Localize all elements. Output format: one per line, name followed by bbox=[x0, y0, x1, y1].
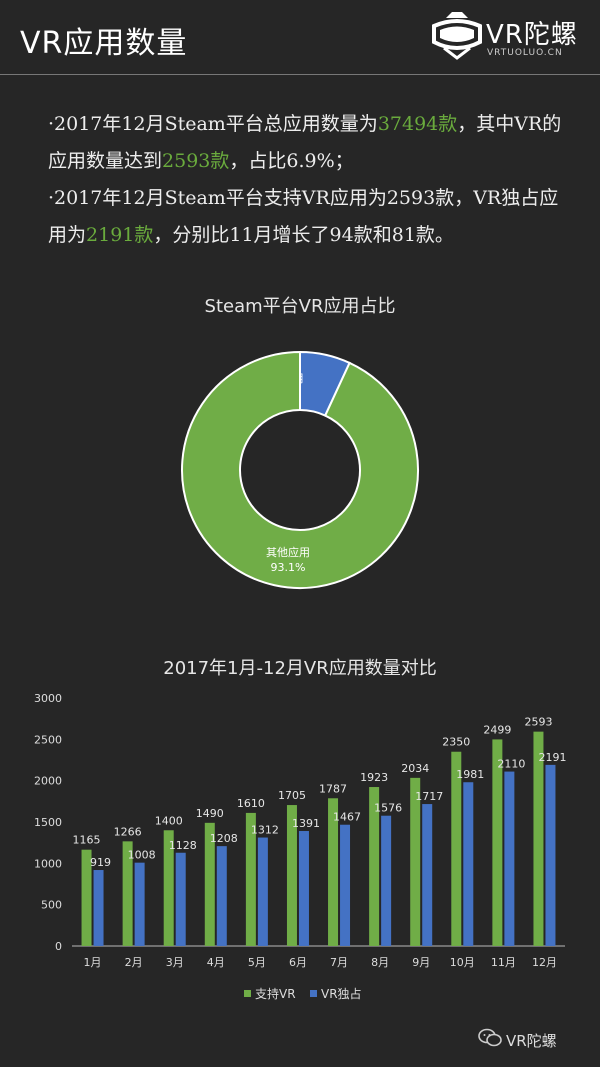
bar-chart-title: 2017年1月-12月VR应用数量对比 bbox=[163, 658, 437, 679]
bar-vr-exclusive bbox=[93, 870, 104, 946]
bar-vr-exclusive bbox=[257, 837, 268, 946]
intro-text-segment: ·2017年12月Steam平台支持VR应用为2593款，VR独占应用为 bbox=[48, 187, 559, 246]
intro-paragraph-2: ·2017年12月Steam平台支持VR应用为2593款，VR独占应用为2191… bbox=[48, 180, 568, 254]
logo-subtext: VRTUOLUO.CN bbox=[487, 48, 563, 58]
data-label: 1400 bbox=[155, 814, 183, 827]
x-tick-label: 3月 bbox=[166, 956, 184, 969]
data-label: 2593 bbox=[524, 716, 552, 729]
donut-slice-name: 其他应用 bbox=[266, 545, 310, 559]
bar-vr-exclusive bbox=[381, 815, 392, 946]
data-label: 1467 bbox=[333, 811, 361, 824]
x-tick-label: 11月 bbox=[491, 956, 516, 969]
data-label: 1610 bbox=[237, 797, 265, 810]
y-tick-label: 2500 bbox=[34, 733, 62, 746]
data-label: 1208 bbox=[210, 832, 238, 845]
x-tick-label: 8月 bbox=[371, 956, 389, 969]
data-label: 1787 bbox=[319, 782, 347, 795]
x-tick-label: 1月 bbox=[84, 956, 102, 969]
x-tick-label: 9月 bbox=[412, 956, 430, 969]
x-tick-label: 2月 bbox=[125, 956, 143, 969]
data-label: 1490 bbox=[196, 807, 224, 820]
bar-vr-exclusive bbox=[504, 771, 515, 946]
legend-label: VR独占 bbox=[321, 986, 362, 1001]
intro-text-segment: ，占比6.9%； bbox=[229, 150, 354, 172]
page-title: VR应用数量 bbox=[20, 26, 188, 61]
bar-support-vr bbox=[286, 805, 297, 946]
highlight-number: 2191款 bbox=[86, 224, 154, 246]
bar-support-vr bbox=[410, 777, 421, 946]
y-tick-label: 500 bbox=[41, 899, 62, 912]
highlight-number: 37494款 bbox=[377, 113, 458, 135]
bar-support-vr bbox=[492, 739, 503, 946]
bar-support-vr bbox=[533, 731, 544, 946]
x-tick-label: 6月 bbox=[289, 956, 307, 969]
bar-support-vr bbox=[122, 841, 133, 946]
legend-label: 支持VR bbox=[255, 986, 296, 1001]
x-tick-label: 7月 bbox=[330, 956, 348, 969]
intro-text-segment: ，其中VR的应用数量达到 bbox=[48, 113, 562, 172]
bar-chart: 0 500 1000 1500 2000 2500 3000 1165 919 1月 1266 100… bbox=[34, 692, 566, 1001]
x-tick-label: 5月 bbox=[248, 956, 266, 969]
legend-swatch bbox=[244, 990, 251, 997]
bar-vr-exclusive bbox=[422, 804, 433, 946]
logo-text: VR陀螺 bbox=[486, 20, 578, 50]
bar-vr-exclusive bbox=[463, 782, 474, 946]
wechat-icon bbox=[478, 1028, 502, 1047]
data-label: 2191 bbox=[538, 751, 566, 764]
logo: VR陀螺 VRTUOLUO.CN bbox=[430, 8, 590, 68]
bar-support-vr bbox=[451, 751, 462, 946]
bar-vr-exclusive bbox=[216, 846, 227, 946]
intro-text: ·2017年12月Steam平台总应用数量为37494款，其中VR的应用数量达到… bbox=[48, 106, 568, 254]
y-tick-label: 1500 bbox=[34, 816, 62, 829]
data-label: 1705 bbox=[278, 789, 306, 802]
data-label: 1312 bbox=[251, 824, 279, 837]
bar-support-vr bbox=[369, 787, 380, 946]
data-label: 1165 bbox=[73, 834, 101, 847]
donut-slice bbox=[181, 350, 419, 589]
x-tick-label: 10月 bbox=[450, 956, 475, 969]
y-tick-label: 2000 bbox=[34, 775, 62, 788]
wechat-watermark-text: VR陀螺 bbox=[506, 1032, 557, 1050]
bar-support-vr bbox=[328, 798, 339, 946]
intro-text-segment: ·2017年12月Steam平台总应用数量为 bbox=[48, 113, 378, 135]
intro-paragraph-1: ·2017年12月Steam平台总应用数量为37494款，其中VR的应用数量达到… bbox=[48, 106, 568, 180]
x-tick-label: 4月 bbox=[207, 956, 225, 969]
bar-support-vr bbox=[163, 830, 174, 946]
data-label: 2110 bbox=[497, 758, 525, 771]
data-label: 2034 bbox=[401, 762, 429, 775]
y-tick-label: 1000 bbox=[34, 857, 62, 870]
data-label: 1008 bbox=[128, 849, 156, 862]
legend-swatch bbox=[310, 990, 317, 997]
data-label: 1717 bbox=[415, 790, 443, 803]
y-tick-label: 0 bbox=[55, 940, 62, 953]
bar-vr-exclusive bbox=[298, 831, 309, 946]
bar-support-vr bbox=[245, 812, 256, 946]
header: VR应用数量 VR陀螺 VRTUOLUO.CN bbox=[0, 0, 600, 75]
bar-vr-exclusive bbox=[134, 862, 145, 946]
intro-text-segment: ，分别比11月增长了94款和81款。 bbox=[153, 224, 454, 246]
vr-headset-logo-icon bbox=[432, 12, 482, 60]
data-label: 919 bbox=[90, 856, 111, 869]
data-label: 1576 bbox=[374, 802, 402, 815]
bar-vr-exclusive bbox=[545, 764, 556, 946]
data-label: 1266 bbox=[114, 825, 142, 838]
donut-slice-percent: 93.1% bbox=[271, 561, 306, 574]
wechat-watermark: VR陀螺 bbox=[478, 1028, 557, 1051]
y-tick-label: 3000 bbox=[34, 692, 62, 705]
data-label: 1391 bbox=[292, 817, 320, 830]
highlight-number: 2593款 bbox=[162, 150, 230, 172]
donut-chart-title: Steam平台VR应用占比 bbox=[204, 296, 396, 317]
bar-vr-exclusive bbox=[340, 824, 351, 946]
data-label: 1981 bbox=[456, 768, 484, 781]
data-label: 1923 bbox=[360, 771, 388, 784]
data-label: 2350 bbox=[442, 736, 470, 749]
data-label: 1128 bbox=[169, 839, 197, 852]
bar-support-vr bbox=[204, 822, 215, 946]
bar-support-vr bbox=[81, 849, 92, 946]
bar-vr-exclusive bbox=[175, 852, 186, 946]
x-tick-label: 12月 bbox=[532, 956, 557, 969]
data-label: 2499 bbox=[483, 723, 511, 736]
